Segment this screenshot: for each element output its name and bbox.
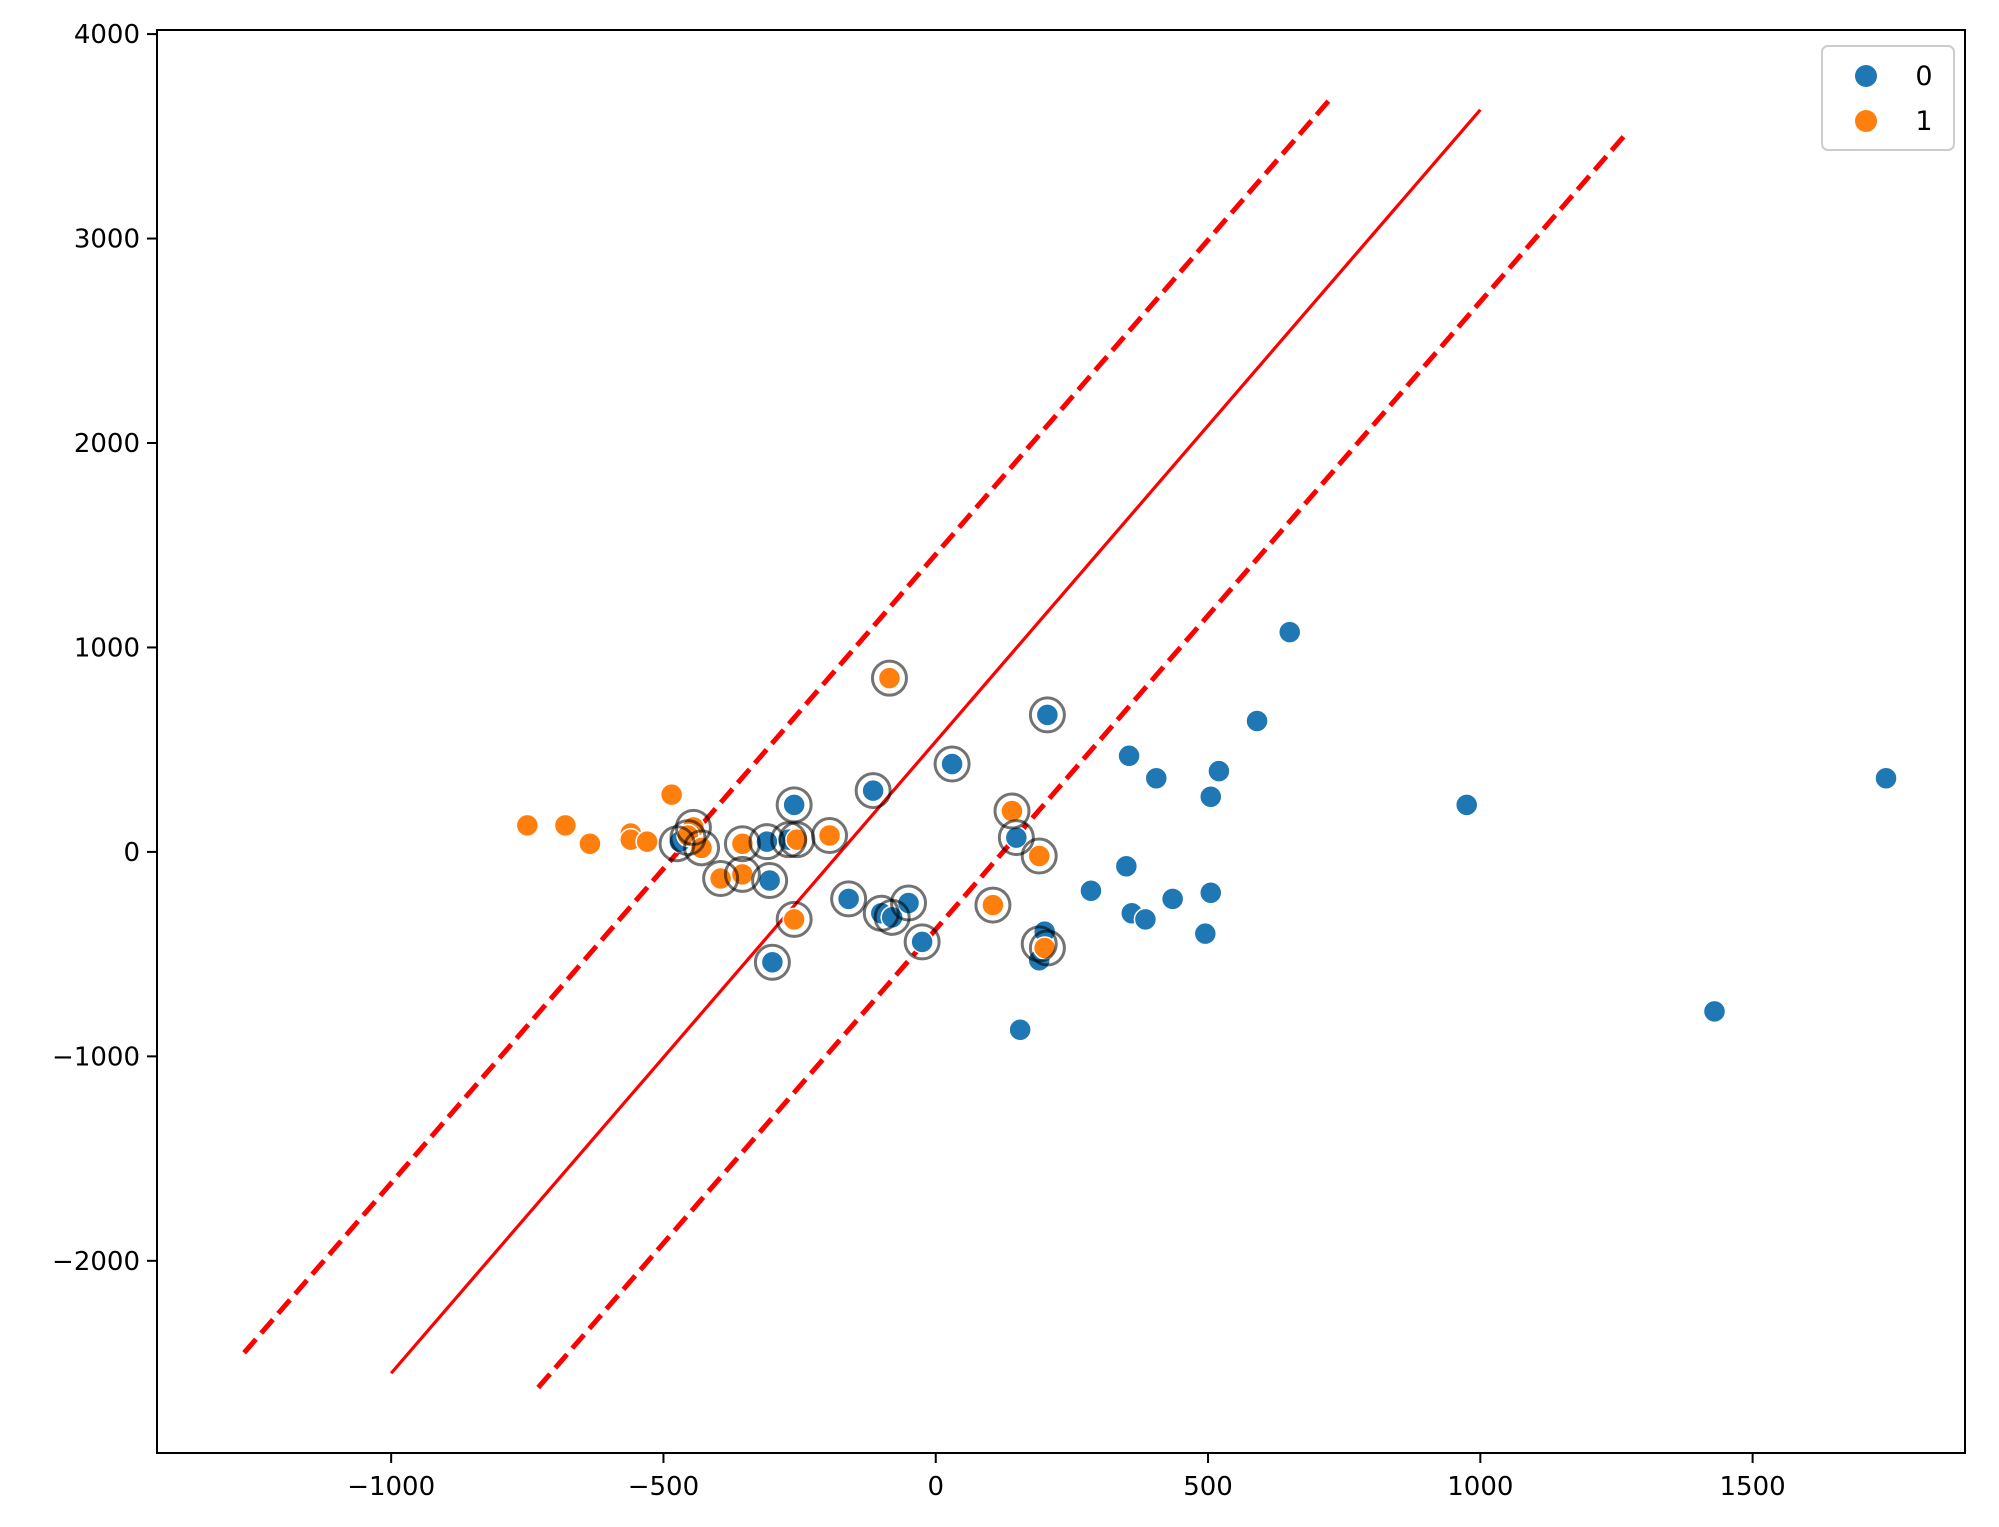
decision-boundary-line bbox=[389, 108, 1482, 1375]
boundary-lines bbox=[242, 93, 1630, 1390]
point-class-0 bbox=[1035, 703, 1060, 727]
support-vector-ring bbox=[1020, 837, 1058, 875]
point-class-0 bbox=[910, 930, 934, 954]
support-vector-ring bbox=[974, 886, 1012, 924]
x-tick-label: 1500 bbox=[1720, 1472, 1786, 1502]
x-tick-label: −1000 bbox=[347, 1472, 435, 1502]
support-vector-ring bbox=[770, 821, 808, 859]
point-class-0 bbox=[1004, 825, 1029, 850]
point-class-1 bbox=[782, 907, 806, 932]
support-vector-ring bbox=[890, 884, 928, 922]
legend-marker-1 bbox=[1855, 110, 1877, 132]
point-class-0 bbox=[1199, 881, 1223, 905]
margin-line-dashed bbox=[536, 130, 1630, 1390]
y-tick-label: 4000 bbox=[74, 20, 140, 50]
point-class-0 bbox=[1454, 793, 1479, 817]
point-class-0 bbox=[782, 793, 806, 817]
point-class-0 bbox=[760, 950, 785, 975]
point-class-1 bbox=[785, 827, 809, 852]
support-vector-ring bbox=[997, 819, 1035, 857]
point-class-1 bbox=[877, 666, 902, 690]
point-class-0 bbox=[1207, 759, 1231, 783]
y-tick-label: 1000 bbox=[74, 633, 140, 663]
margin-line-dashed bbox=[242, 93, 1336, 1355]
point-class-1 bbox=[1027, 844, 1051, 868]
support-vector-ring bbox=[1028, 696, 1066, 734]
point-class-0 bbox=[940, 752, 964, 776]
point-class-1 bbox=[553, 813, 578, 838]
point-class-0 bbox=[1008, 1018, 1032, 1042]
point-class-0 bbox=[1199, 784, 1223, 809]
support-vector-ring bbox=[775, 900, 813, 938]
support-vector-ring bbox=[751, 862, 789, 900]
x-tick-label: 500 bbox=[1183, 1472, 1233, 1502]
point-class-0 bbox=[1117, 744, 1141, 768]
point-class-0 bbox=[1160, 887, 1185, 911]
point-class-1 bbox=[635, 829, 659, 854]
data-points bbox=[515, 620, 1898, 1042]
legend: 0 1 bbox=[1821, 45, 1955, 151]
point-class-1 bbox=[817, 823, 842, 848]
y-tick-label: 3000 bbox=[74, 225, 140, 255]
support-vector-ring bbox=[870, 659, 908, 697]
support-vector-ring bbox=[811, 817, 849, 855]
y-tick-label: 2000 bbox=[74, 429, 140, 459]
y-tick-label: 0 bbox=[123, 838, 140, 868]
point-class-1 bbox=[1000, 799, 1024, 823]
point-class-0 bbox=[1277, 620, 1302, 644]
support-vector-ring bbox=[993, 792, 1031, 830]
point-class-0 bbox=[1874, 766, 1898, 791]
x-tick-label: −500 bbox=[628, 1472, 699, 1502]
point-class-1 bbox=[659, 782, 684, 807]
point-class-0 bbox=[1133, 907, 1158, 932]
support-vector-ring bbox=[830, 880, 868, 918]
support-vector-ring bbox=[753, 943, 791, 981]
point-class-0 bbox=[836, 887, 861, 911]
point-class-0 bbox=[1702, 999, 1727, 1024]
legend-marker-0 bbox=[1855, 65, 1877, 87]
plot-frame bbox=[156, 29, 1966, 1454]
support-vector-ring bbox=[1020, 925, 1058, 963]
support-vector-ring bbox=[854, 772, 892, 810]
legend-box bbox=[1821, 45, 1955, 151]
point-class-0 bbox=[1245, 709, 1269, 733]
support-vector-ring bbox=[723, 825, 761, 863]
support-vector-ring bbox=[702, 859, 740, 897]
support-vector-ring bbox=[683, 829, 721, 867]
point-class-0 bbox=[1114, 854, 1139, 878]
point-class-0 bbox=[757, 868, 782, 893]
point-class-0 bbox=[1193, 921, 1218, 946]
point-class-1 bbox=[981, 893, 1005, 917]
support-vector-ring bbox=[748, 823, 786, 861]
point-class-1 bbox=[578, 831, 602, 856]
y-tick-label: −1000 bbox=[52, 1042, 140, 1072]
support-vector-ring bbox=[903, 923, 941, 961]
x-axis: −1000 −500 0 500 1000 1500 bbox=[347, 1453, 1786, 1502]
point-class-0 bbox=[861, 778, 885, 803]
x-tick-label: 1000 bbox=[1447, 1472, 1513, 1502]
x-tick-label: 0 bbox=[927, 1472, 944, 1502]
support-vector-ring bbox=[669, 819, 707, 857]
point-class-1 bbox=[515, 813, 540, 838]
y-tick-label: −2000 bbox=[52, 1247, 140, 1277]
y-axis: −2000 −1000 0 1000 2000 3000 4000 bbox=[52, 20, 157, 1277]
point-class-0 bbox=[1144, 766, 1169, 791]
legend-label-0: 0 bbox=[1915, 61, 1932, 92]
support-vector-rings bbox=[658, 659, 1066, 981]
point-class-1 bbox=[730, 831, 755, 856]
support-vector-ring bbox=[658, 825, 696, 863]
support-vector-ring bbox=[723, 855, 761, 893]
legend-label-1: 1 bbox=[1915, 106, 1932, 137]
support-vector-ring bbox=[933, 745, 971, 783]
support-vector-ring bbox=[1028, 929, 1066, 967]
point-class-0 bbox=[1079, 879, 1103, 903]
